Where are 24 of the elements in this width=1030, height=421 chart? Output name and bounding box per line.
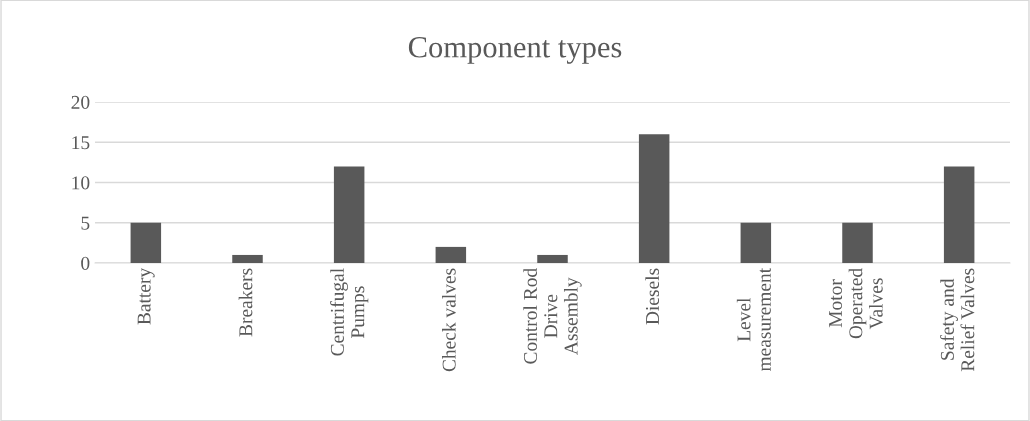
bar bbox=[842, 222, 873, 263]
bar bbox=[333, 166, 365, 263]
x-tick-label: Breakers bbox=[238, 268, 253, 337]
bar bbox=[740, 222, 772, 263]
y-tick-label: 20 bbox=[71, 95, 90, 109]
x-tick-label: Level measurement bbox=[736, 267, 771, 372]
bar bbox=[232, 254, 263, 263]
x-tick-label: Motor Operated Valves bbox=[829, 268, 883, 339]
bar bbox=[130, 222, 162, 263]
chart-title: Component types bbox=[408, 37, 622, 64]
x-tick-label: Centrifugal Pumps bbox=[330, 268, 369, 356]
y-tick-label: 5 bbox=[81, 216, 90, 230]
bar bbox=[943, 166, 975, 263]
bar bbox=[435, 246, 467, 263]
x-tick-label: Battery bbox=[137, 267, 155, 325]
x-tick-label: Safety and Relief Valves bbox=[940, 268, 975, 372]
bar bbox=[537, 254, 568, 263]
x-tick-label: Check valves bbox=[442, 268, 456, 372]
x-tick-label: Diesels bbox=[645, 268, 660, 325]
y-tick-label: 15 bbox=[72, 136, 90, 150]
y-tick-label: 10 bbox=[72, 176, 90, 190]
y-tick-label: 0 bbox=[81, 256, 90, 270]
x-tick-label: Control Rod Drive Assembly bbox=[523, 268, 582, 364]
bar bbox=[638, 134, 670, 263]
